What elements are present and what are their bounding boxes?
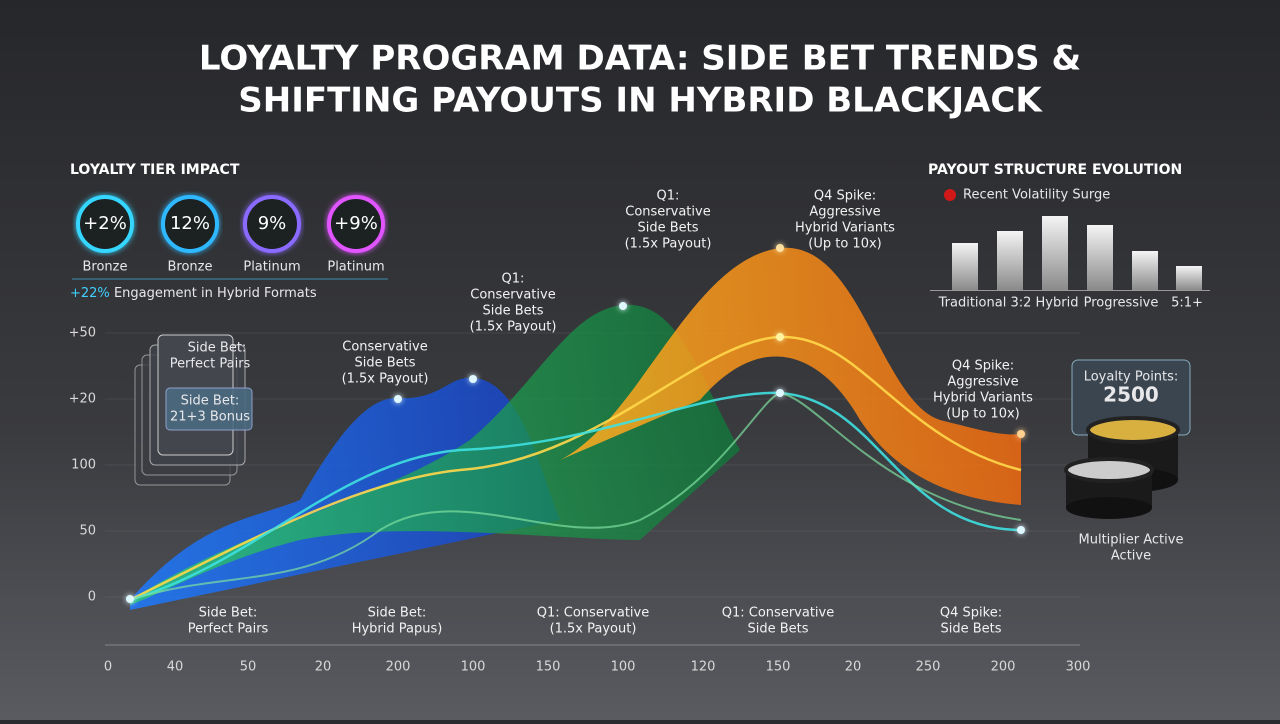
annotation: Conservative [625, 205, 710, 220]
annotation: Hybrid Variants [795, 221, 895, 236]
y-axis-label: 100 [71, 458, 96, 473]
tier-heading: LOYALTY TIER IMPACT [70, 162, 240, 178]
payout-alert: Recent Volatility Surge [963, 188, 1110, 203]
x-axis-label: 300 [1066, 660, 1091, 675]
tier-value: 9% [258, 213, 287, 234]
x-axis-label: 20 [845, 660, 862, 675]
y-axis-label: 50 [79, 524, 96, 539]
bottom-label: (1.5x Payout) [550, 622, 637, 637]
multiplier: Multiplier Active [1079, 533, 1184, 548]
card-subtitle: Perfect Pairs [170, 357, 251, 372]
card-subtitle: 21+3 Bonus [170, 410, 250, 425]
x-axis-label: 120 [691, 660, 716, 675]
bottom-label: Q1: Conservative [722, 606, 834, 621]
bar-label: 5:1+ [1171, 296, 1203, 311]
bottom-label: Side Bets [747, 622, 808, 637]
tier-ring [327, 195, 385, 253]
tier-value: +2% [83, 213, 127, 234]
chips [1064, 416, 1180, 519]
annotation: (1.5x Payout) [342, 372, 429, 387]
curves [126, 244, 1025, 610]
annotation: Aggressive [809, 205, 880, 220]
tier-ring [243, 195, 301, 253]
bottom-label: Perfect Pairs [188, 622, 269, 637]
tier-ring [76, 195, 134, 253]
bottom-label: Q1: Conservative [537, 606, 649, 621]
payout-heading: PAYOUT STRUCTURE EVOLUTION [928, 162, 1182, 178]
x-axis-label: 150 [766, 660, 791, 675]
annotation: Conservative [342, 340, 427, 355]
title-line: SHIFTING PAYOUTS IN HYBRID BLACKJACK [238, 81, 1043, 121]
annotation: Q1: [657, 189, 680, 204]
tier-label: Platinum [243, 260, 300, 275]
bottom-label: Side Bet: [368, 606, 427, 621]
annotation: Q4 Spike: [952, 359, 1014, 374]
tier-value: 12% [170, 213, 210, 234]
x-axis-label: 40 [167, 660, 184, 675]
bottom-label: Side Bet: [199, 606, 258, 621]
annotation: Aggressive [947, 375, 1018, 390]
bottom-label: Q4 Spike: [940, 606, 1002, 621]
annotation: Side Bets [637, 221, 698, 236]
tier-label: Bronze [83, 260, 128, 275]
x-axis-label: 100 [461, 660, 486, 675]
payout-bars [930, 216, 1210, 291]
bottom-label: Hybrid Papus) [352, 622, 443, 637]
tier-ring [161, 195, 219, 253]
alert-icon [944, 189, 956, 201]
x-axis-label: 50 [240, 660, 257, 675]
x-axis-label: 100 [611, 660, 636, 675]
note-text: Engagement in Hybrid Formats [114, 286, 317, 301]
annotation: Conservative [470, 288, 555, 303]
tier-note: +22% Engagement in Hybrid Formats [70, 286, 317, 301]
annotation: (1.5x Payout) [470, 320, 557, 335]
annotation: Side Bets [354, 356, 415, 371]
annotation: (Up to 10x) [946, 407, 1019, 422]
x-axis-label: 200 [386, 660, 411, 675]
tier-value: +9% [334, 213, 378, 234]
loyalty-label: Loyalty Points: [1084, 370, 1179, 385]
annotation: Q4 Spike: [814, 189, 876, 204]
title-line: LOYALTY PROGRAM DATA: SIDE BET TRENDS & [199, 39, 1081, 79]
annotation: (1.5x Payout) [625, 237, 712, 252]
card-title: Side Bet: [181, 394, 240, 409]
note-highlight: +22% [70, 286, 110, 301]
x-axis-label: 250 [916, 660, 941, 675]
x-axis-label: 0 [104, 660, 112, 675]
y-axis-label: +20 [69, 392, 96, 407]
annotation: Side Bets [482, 304, 543, 319]
annotation: Hybrid Variants [933, 391, 1033, 406]
x-axis-label: 200 [991, 660, 1016, 675]
y-axis-label: +50 [69, 326, 96, 341]
x-axis-label: 150 [536, 660, 561, 675]
y-axis-label: 0 [88, 590, 96, 605]
x-axis-label: 20 [315, 660, 332, 675]
tier-label: Bronze [168, 260, 213, 275]
annotation: (Up to 10x) [808, 237, 881, 252]
card-title: Side Bet: [188, 341, 247, 356]
side-bet-cards [134, 334, 253, 486]
tier-label: Platinum [327, 260, 384, 275]
multiplier-status: Active [1111, 549, 1151, 564]
bottom-label: Side Bets [940, 622, 1001, 637]
bar-label: Traditional 3:2 [938, 296, 1032, 311]
bar-label: Hybrid [1036, 296, 1079, 311]
annotation: Q1: [502, 272, 525, 287]
bar-label: Progressive [1084, 296, 1159, 311]
loyalty-points: 2500 [1103, 383, 1159, 407]
